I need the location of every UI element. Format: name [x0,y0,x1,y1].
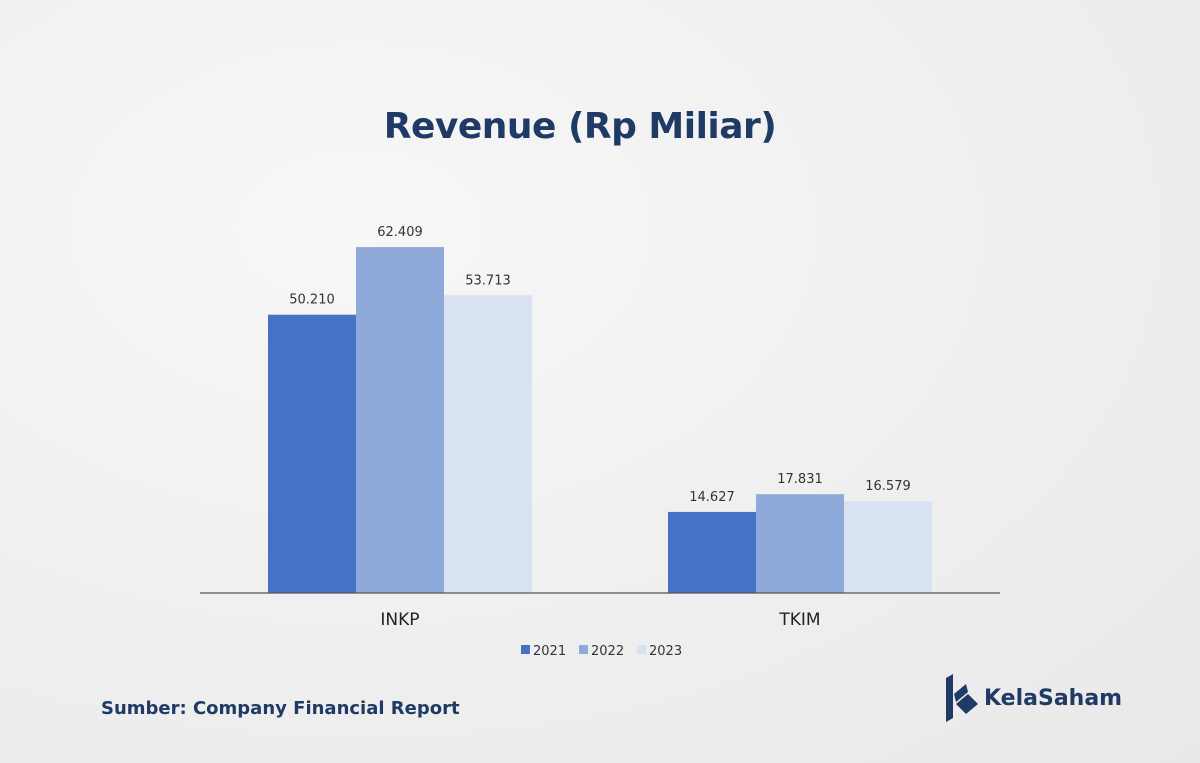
data-label-tkim-2023: 16.579 [865,479,911,494]
brand-name: KelaSaham [984,685,1123,711]
data-label-tkim-2022: 17.831 [777,472,823,487]
data-label-inkp-2022: 62.409 [377,225,423,240]
bar-inkp-2021 [268,314,356,593]
legend-label-2022: 2022 [591,644,624,659]
kelasaham-logo-icon [946,674,978,722]
chart-title: Revenue (Rp Miliar) [383,106,777,147]
legend-swatch-2022 [579,645,588,654]
bar-inkp-2022 [356,247,444,594]
category-label-inkp: INKP [380,610,419,630]
legend-swatch-2023 [637,645,646,654]
legend: 2021 2022 2023 [521,644,682,659]
legend-label-2021: 2021 [533,644,566,659]
data-label-inkp-2021: 50.210 [289,293,335,308]
legend-swatch-2021 [521,645,530,654]
brand-logo: KelaSaham [944,674,1122,722]
data-label-inkp-2023: 53.713 [465,273,511,288]
data-label-tkim-2021: 14.627 [689,490,735,505]
bar-tkim-2022 [756,494,844,593]
bar-tkim-2023 [844,501,932,593]
legend-label-2023: 2023 [649,644,682,659]
data-labels-layer: 50.210 62.409 53.713 14.627 17.831 16.579 [289,225,911,505]
bar-tkim-2021 [668,511,756,593]
category-label-tkim: TKIM [778,610,820,630]
category-labels-layer: INKP TKIM [380,610,820,630]
bars-layer [268,247,932,594]
bar-inkp-2023 [444,295,532,593]
source-note: Sumber: Company Financial Report [101,698,460,719]
